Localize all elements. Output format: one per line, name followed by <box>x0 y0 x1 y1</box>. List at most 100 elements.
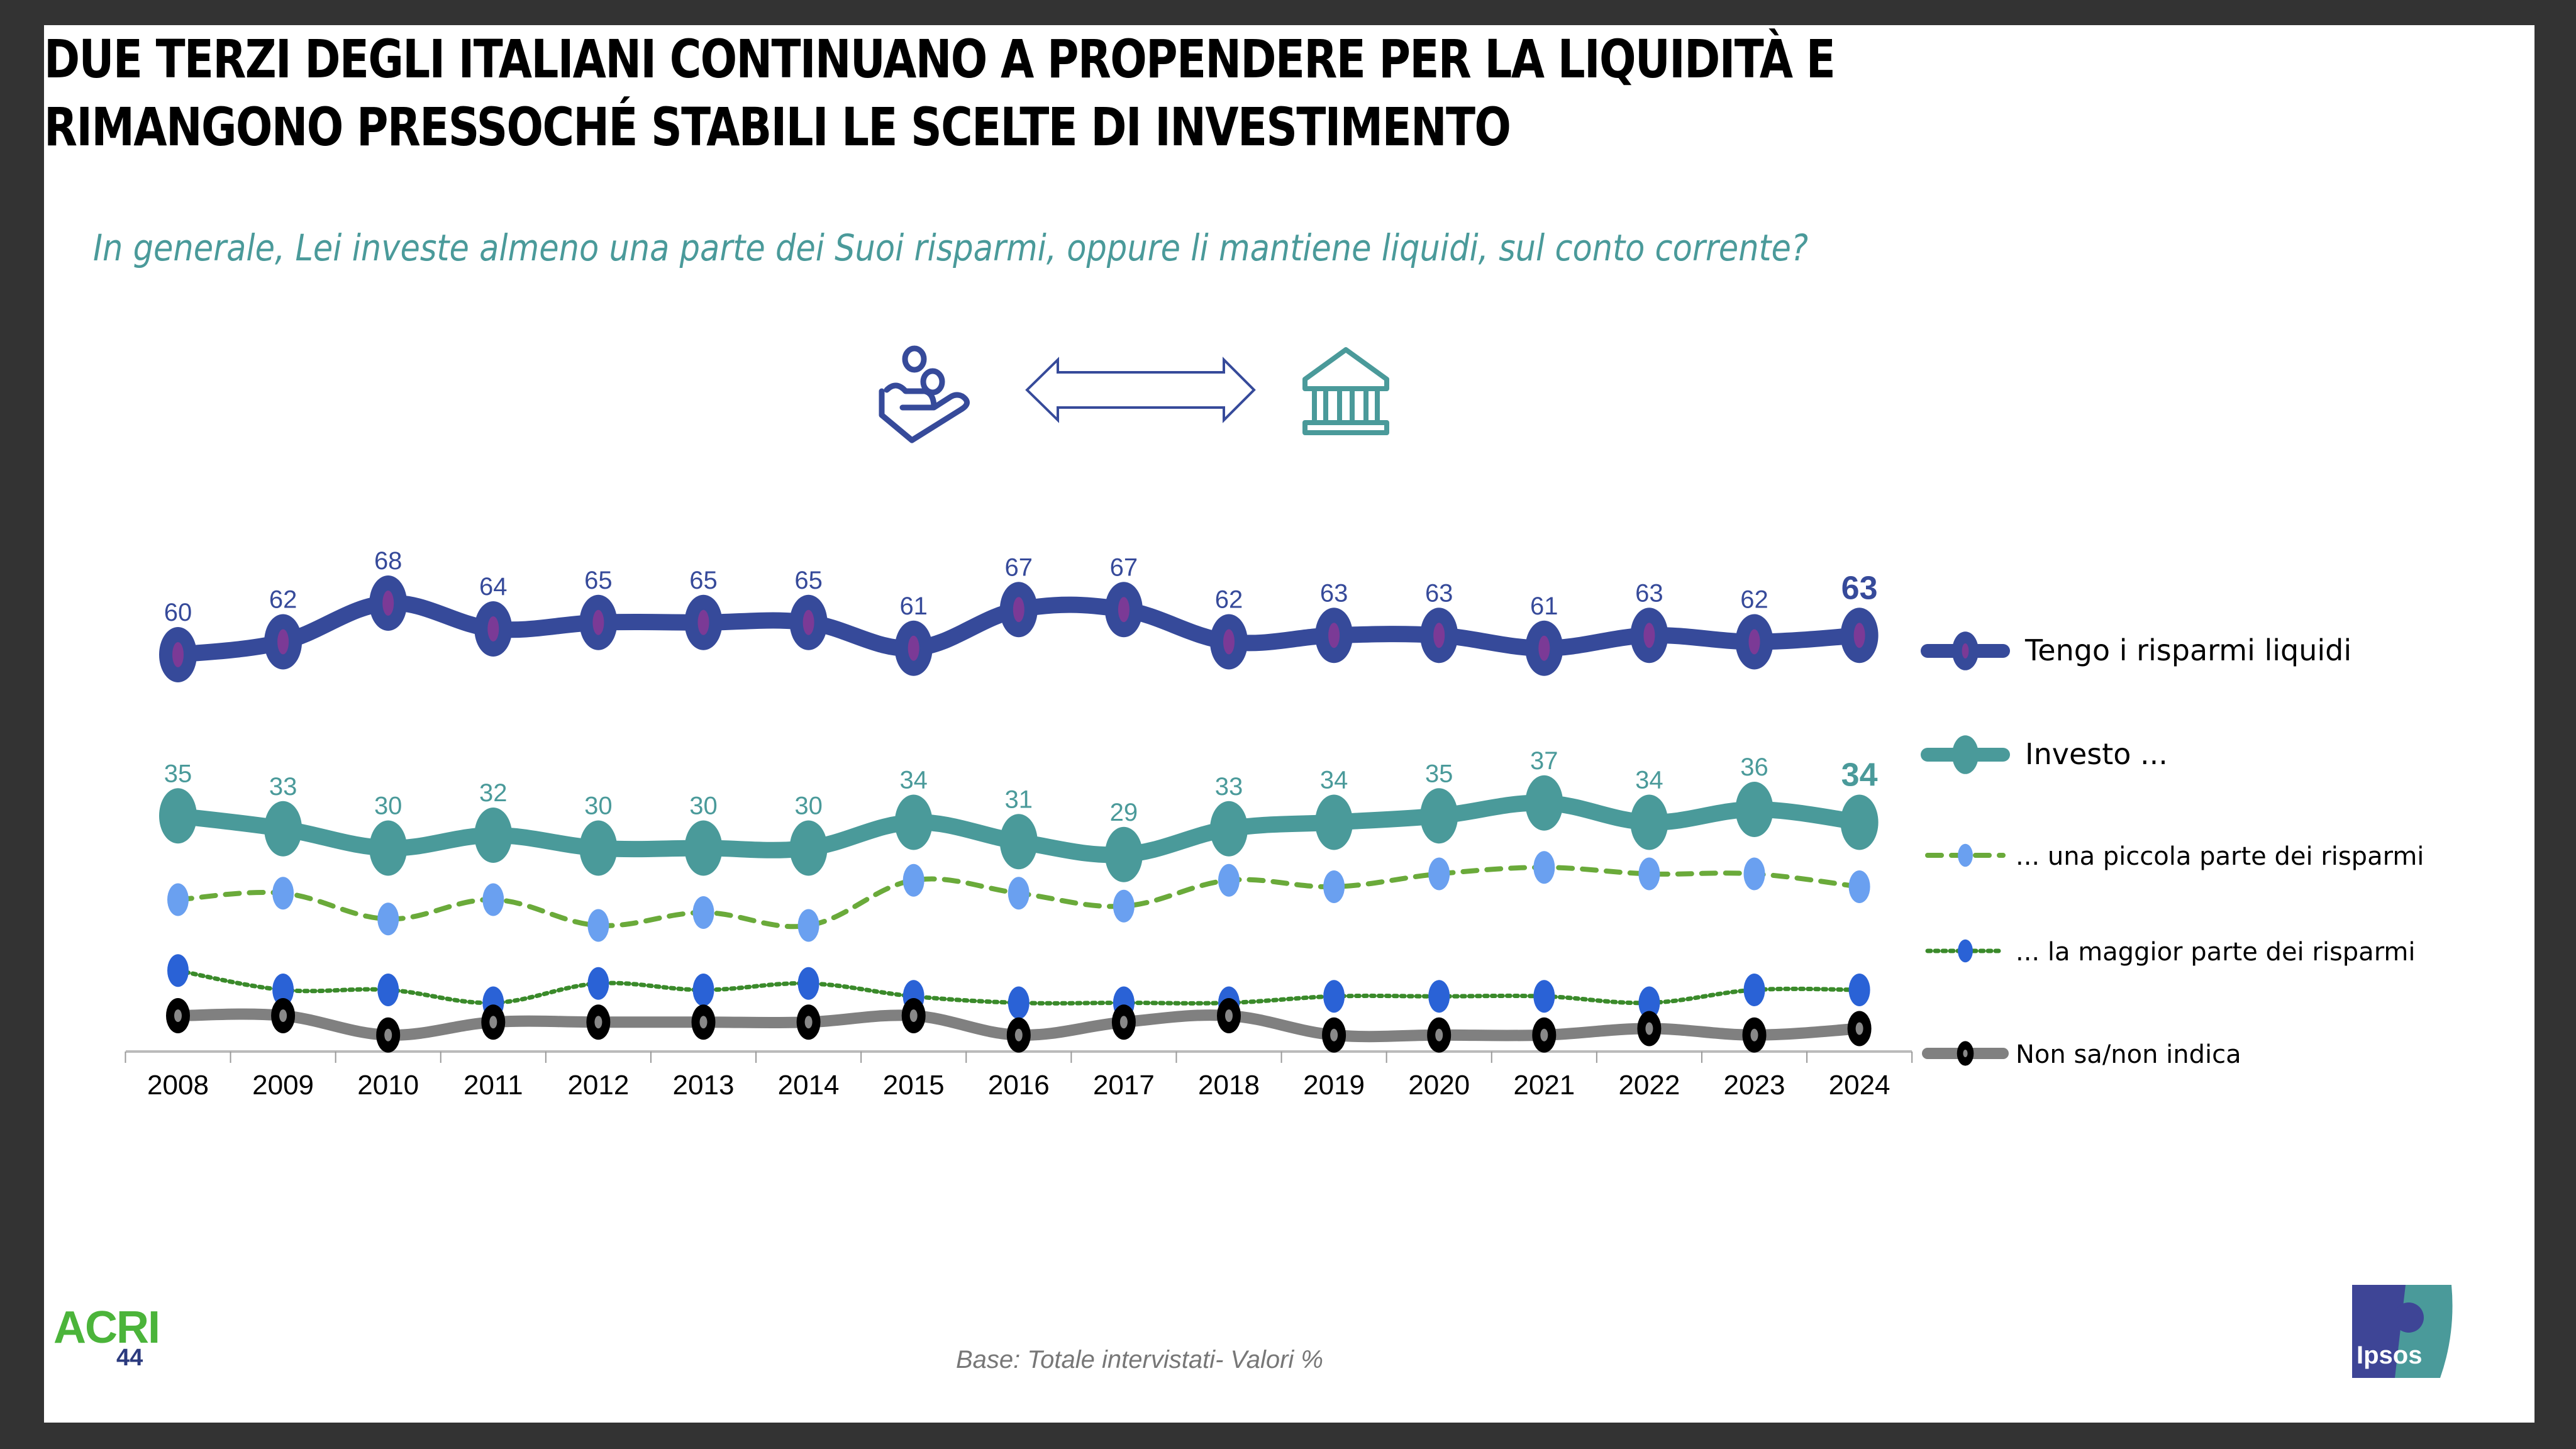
legend-swatch-marker <box>1952 735 1979 774</box>
data-point-center <box>1643 623 1655 648</box>
data-label: 29 <box>1110 799 1138 826</box>
data-point-center <box>594 1016 602 1029</box>
data-point-center <box>1014 1028 1023 1041</box>
double-arrow-icon <box>1025 357 1256 423</box>
data-point <box>684 820 723 876</box>
page-title: DUE TERZI DEGLI ITALIANI CONTINUANO A PR… <box>44 25 2004 161</box>
x-tick-label: 2019 <box>1303 1070 1365 1101</box>
data-label: 63 <box>1635 579 1663 607</box>
x-tick-label: 2012 <box>567 1070 629 1101</box>
title-line-2: RIMANGONO PRESSOCHÉ STABILI LE SCELTE DI… <box>44 96 1511 158</box>
data-point-center <box>277 629 289 655</box>
data-point <box>474 808 513 863</box>
x-tick-label: 2015 <box>883 1070 945 1101</box>
data-point-center <box>908 635 919 661</box>
data-point <box>377 902 399 936</box>
data-point <box>797 909 819 942</box>
data-label: 32 <box>479 779 508 807</box>
x-tick-label: 2022 <box>1618 1070 1680 1101</box>
data-point <box>1428 980 1450 1013</box>
data-label: 61 <box>1530 592 1558 620</box>
x-tick-label: 2011 <box>464 1070 523 1101</box>
data-point <box>482 883 504 916</box>
legend: Tengo i risparmi liquidi Investo ... ... u… <box>1921 631 2424 1069</box>
x-tick-label: 2009 <box>252 1070 314 1101</box>
data-label: 37 <box>1530 747 1558 775</box>
data-point <box>1315 794 1353 850</box>
data-point <box>692 896 714 929</box>
data-point <box>1420 788 1458 844</box>
page-number: 44 <box>116 1345 143 1371</box>
x-tick-label: 2010 <box>357 1070 419 1101</box>
data-point <box>1428 857 1450 891</box>
data-point <box>1638 857 1660 891</box>
x-tick-label: 2008 <box>147 1070 209 1101</box>
data-point-center <box>909 1009 918 1022</box>
legend-swatch-marker <box>1958 939 1973 963</box>
data-point-center <box>382 591 394 616</box>
data-label: 62 <box>1215 586 1243 614</box>
legend-swatch-center <box>1963 1050 1968 1057</box>
data-label: 68 <box>374 547 402 575</box>
x-tick-label: 2018 <box>1198 1070 1260 1101</box>
data-point <box>587 909 609 942</box>
data-point-center <box>489 1016 497 1029</box>
slide <box>44 25 2534 1423</box>
data-point-center <box>174 1009 182 1022</box>
data-point-center <box>172 642 184 667</box>
data-label: 63 <box>1425 579 1453 607</box>
data-point <box>1008 986 1030 1019</box>
acri-logo: ACRI <box>53 1302 160 1353</box>
data-point <box>1848 974 1870 1006</box>
ipsos-logo-text: Ipsos <box>2357 1341 2422 1369</box>
data-point-center <box>699 1016 708 1029</box>
data-point <box>1735 782 1774 837</box>
x-tick-label: 2024 <box>1829 1070 1890 1101</box>
data-label: 33 <box>1215 773 1243 801</box>
data-point <box>1533 851 1555 884</box>
x-tick-label: 2021 <box>1513 1070 1575 1101</box>
data-point <box>272 877 294 910</box>
data-point-center <box>1540 1028 1548 1041</box>
data-point-center <box>1750 1028 1758 1041</box>
data-point <box>1113 889 1135 923</box>
data-point <box>797 967 819 1000</box>
data-point <box>894 794 933 850</box>
data-label: 64 <box>479 573 508 601</box>
ipsos-logo: Ipsos <box>2352 1285 2453 1378</box>
legend-label: ... una piccola parte dei risparmi <box>2016 842 2424 871</box>
data-label: 63 <box>1841 570 1878 606</box>
data-label: 31 <box>1005 786 1033 813</box>
data-point <box>1630 794 1668 850</box>
data-point <box>1638 986 1660 1019</box>
bank-icon <box>1302 347 1389 435</box>
data-point-center <box>1645 1022 1653 1035</box>
data-point-center <box>1853 623 1865 648</box>
data-label: 60 <box>164 599 192 626</box>
x-tick-label: 2016 <box>988 1070 1050 1101</box>
data-point-center <box>1435 1028 1443 1041</box>
data-label: 34 <box>1635 767 1663 794</box>
data-point <box>272 974 294 1006</box>
data-point-center <box>804 1016 813 1029</box>
legend-label: Tengo i risparmi liquidi <box>2024 633 2351 667</box>
data-point-center <box>1118 597 1130 623</box>
data-point <box>1533 980 1555 1013</box>
data-label: 30 <box>584 792 613 820</box>
data-point <box>692 974 714 1006</box>
data-point-center <box>592 609 604 635</box>
data-point <box>1008 877 1030 910</box>
data-point-center <box>1330 1028 1338 1041</box>
data-point <box>1840 794 1879 850</box>
data-point-center <box>1013 597 1024 623</box>
data-label: 62 <box>1740 586 1768 614</box>
data-point-center <box>1223 629 1235 655</box>
data-point-center <box>1328 623 1340 648</box>
data-point-center <box>697 609 709 635</box>
data-label: 65 <box>584 567 613 594</box>
data-point <box>167 954 189 987</box>
data-point <box>1743 974 1765 1006</box>
data-label: 65 <box>794 567 823 594</box>
data-label: 62 <box>269 586 297 614</box>
data-point-center <box>1433 623 1445 648</box>
